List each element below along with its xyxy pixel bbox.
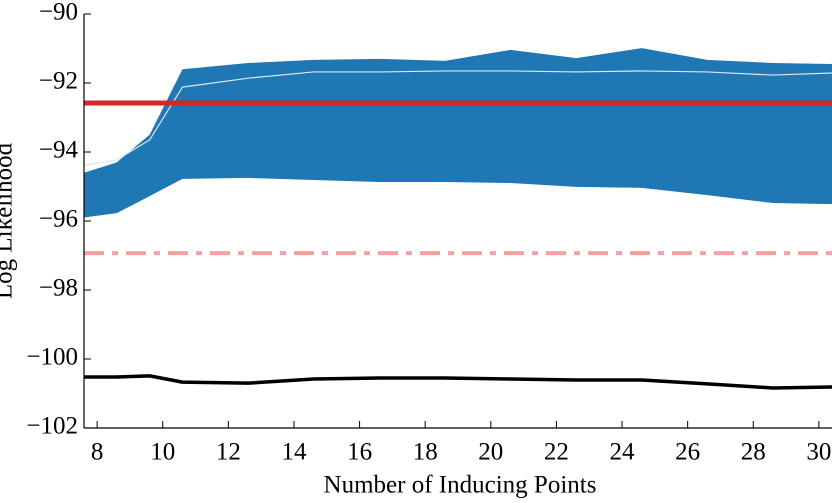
confidence-band [84, 48, 832, 218]
x-axis-label: Number of Inducing Points [324, 472, 597, 499]
y-tick-label: −102 [26, 413, 78, 440]
x-tick-label: 16 [347, 439, 372, 466]
x-tick-label: 30 [806, 439, 831, 466]
series-line [84, 70, 832, 166]
y-tick-label: −92 [39, 68, 78, 95]
y-tick-label: −90 [39, 0, 78, 26]
x-tick-label: 18 [413, 439, 438, 466]
x-tick-label: 24 [610, 439, 636, 466]
x-tick-label: 20 [478, 439, 503, 466]
x-tick-label: 26 [675, 439, 700, 466]
plot-area [84, 48, 832, 390]
y-axis-label: Log Likelihood [0, 142, 18, 299]
y-tick-label: −98 [39, 275, 78, 302]
x-tick-label: 22 [544, 439, 569, 466]
x-tick-label: 8 [91, 439, 104, 466]
x-tick-label: 12 [216, 439, 241, 466]
x-tick-label: 10 [150, 439, 175, 466]
y-tick-label: −96 [39, 206, 78, 233]
y-tick-label: −100 [26, 344, 78, 371]
x-tick-label: 14 [281, 439, 307, 466]
x-tick-label: 28 [741, 439, 766, 466]
series-line [84, 374, 832, 390]
y-tick-label: −94 [39, 137, 79, 164]
